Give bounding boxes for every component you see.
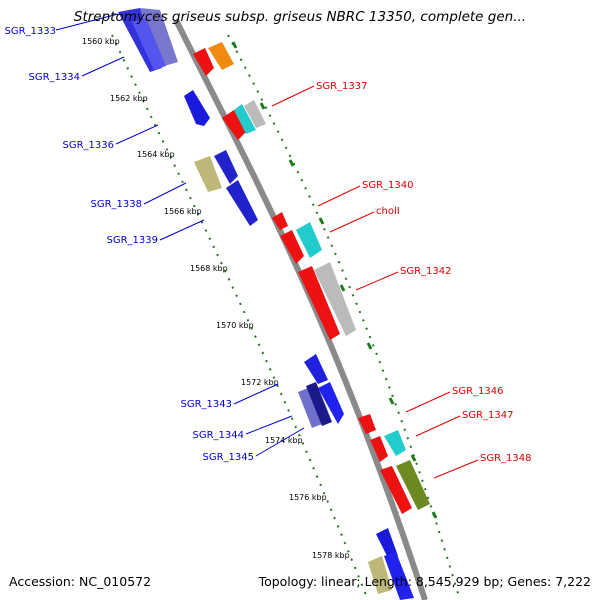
ruler-tick-label: 1570 kbp (216, 321, 254, 330)
gene-sgr-1339[interactable] (226, 180, 258, 226)
ruler-tick-label: 1572 kbp (241, 378, 279, 387)
gene-label[interactable]: SGR_1342 (400, 266, 452, 277)
gene-label[interactable]: SGR_1336 (63, 140, 115, 151)
ruler-tick-label: 1562 kbp (110, 94, 148, 103)
ruler-tick-label: 1560 kbp (82, 37, 120, 46)
genes-left-strand (118, 8, 414, 600)
gene-sgr-1342[interactable] (314, 262, 356, 336)
gene-sgr-1344[interactable] (306, 382, 332, 426)
gene-sgr-1338[interactable] (194, 156, 222, 192)
gene-sgr-1336[interactable] (184, 90, 210, 126)
gene-choli[interactable] (296, 222, 322, 258)
gene-label[interactable]: SGR_1347 (462, 410, 514, 421)
gene-sgr-1348[interactable] (396, 460, 430, 510)
gene-label[interactable]: SGR_1333 (5, 26, 57, 37)
gene-label[interactable]: SGR_1337 (316, 81, 368, 92)
gene-sgr-1343a[interactable] (304, 354, 328, 384)
genome-backbone (173, 18, 428, 600)
gene-sgr-1340[interactable] (272, 212, 288, 230)
left-gene-labels: SGR_1333 SGR_1334 SGR_1336 SGR_1338 SGR_… (5, 26, 255, 463)
gene-sgr-1334[interactable] (132, 18, 166, 70)
gene-sgr-1347[interactable] (384, 430, 406, 456)
ruler-tick-label: 1564 kbp (137, 150, 175, 159)
gene-sgr-1342-red[interactable] (298, 266, 340, 340)
ruler-tick-label: 1578 kbp (312, 551, 350, 560)
gene-label[interactable]: SGR_1334 (29, 72, 81, 83)
gene-sgr-1343[interactable] (298, 388, 322, 428)
ruler-tick-label: 1574 kbp (265, 436, 303, 445)
gene-label[interactable]: SGR_1345 (203, 452, 255, 463)
ruler-tick-label: 1566 kbp (164, 207, 202, 216)
accession-text: Accession: NC_010572 (9, 574, 152, 589)
gene-orange[interactable] (208, 42, 234, 70)
gene-label[interactable]: SGR_1346 (452, 386, 504, 397)
gene-sgr-1350[interactable] (368, 556, 392, 594)
left-leaders (55, 13, 305, 457)
ruler-tick-label: 1568 kbp (190, 264, 228, 273)
genes-right-strand (193, 42, 430, 514)
gene-label[interactable]: SGR_1344 (193, 430, 245, 441)
genome-summary-text: Topology: linear; Length: 8,545,929 bp; … (258, 574, 591, 589)
gene-sgr-1345[interactable] (318, 382, 344, 424)
right-tick-marks (231, 41, 438, 519)
gene-sgr-1347-red[interactable] (370, 436, 388, 462)
gene-label[interactable]: SGR_1343 (181, 399, 233, 410)
gene-sgr-1337-grey[interactable] (244, 100, 266, 128)
gene-red-a[interactable] (193, 48, 214, 76)
gene-label[interactable]: SGR_1338 (91, 199, 143, 210)
gene-sgr-1348-red[interactable] (380, 466, 412, 514)
map-title: Streptomyces griseus subsp. griseus NBRC… (73, 9, 527, 25)
right-gene-labels: SGR_1337 SGR_1340 cholI SGR_1342 SGR_134… (316, 81, 532, 464)
gene-label[interactable]: SGR_1339 (107, 235, 159, 246)
ruler-tick-label: 1576 kbp (289, 493, 327, 502)
gene-label[interactable]: cholI (376, 206, 400, 217)
gene-sgr-1346[interactable] (358, 414, 376, 434)
gene-sgr-1337-cyan[interactable] (234, 104, 256, 134)
gene-sgr-1333b[interactable] (140, 8, 178, 66)
ruler-labels: 1560 kbp 1562 kbp 1564 kbp 1566 kbp 1568… (82, 37, 350, 560)
gene-label[interactable]: SGR_1340 (362, 180, 414, 191)
right-leaders (271, 85, 479, 479)
gene-sgr-1351[interactable] (384, 552, 414, 600)
gene-sgr-1338b[interactable] (214, 150, 238, 184)
gene-choli-red[interactable] (280, 230, 304, 264)
gene-label[interactable]: SGR_1348 (480, 453, 532, 464)
gene-sgr-1337-red[interactable] (222, 110, 246, 140)
left-track (111, 34, 369, 600)
